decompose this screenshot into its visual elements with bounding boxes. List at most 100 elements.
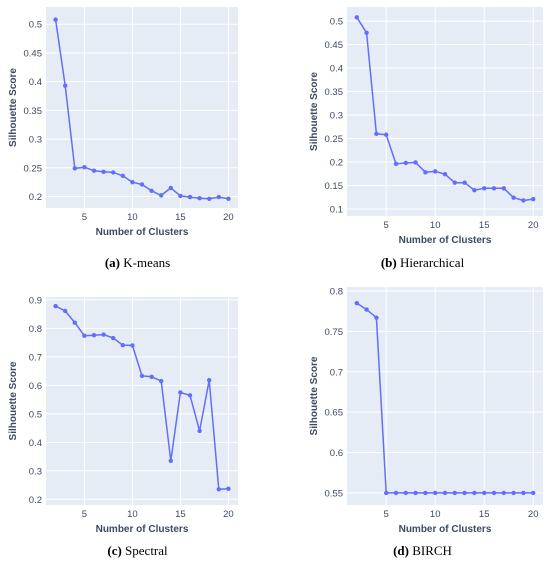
- y-tick-label-c: 0.3: [29, 466, 42, 477]
- y-axis-title-a: Silhouette Score: [8, 68, 19, 147]
- caption-d-text: BIRCH: [412, 543, 452, 558]
- y-tick-label-c: 0.5: [29, 409, 42, 420]
- x-tick-label-a: 15: [175, 212, 186, 223]
- data-point-a: [62, 83, 68, 88]
- caption-d-label: (d): [393, 543, 409, 558]
- y-axis-title-d: Silhouette Score: [309, 356, 320, 435]
- data-point-b: [462, 180, 467, 185]
- data-point-a: [111, 170, 116, 175]
- data-point-b: [531, 196, 536, 202]
- y-tick-label-d: 0.7: [330, 367, 343, 378]
- data-point-c: [178, 390, 183, 395]
- caption-b-label: (b): [380, 255, 397, 270]
- y-tick-label-d: 0.75: [325, 327, 344, 338]
- y-tick-label-b: 0.3: [330, 111, 343, 122]
- data-point-b: [354, 15, 359, 20]
- x-axis-title-d: Number of Clusters: [399, 524, 492, 535]
- y-tick-label-b: 0.25: [325, 134, 344, 145]
- x-tick-label-d: 20: [528, 509, 539, 520]
- x-tick-label-c: 15: [175, 509, 186, 520]
- data-point-d: [482, 490, 487, 496]
- plot-area-d: [347, 287, 543, 505]
- data-point-a: [187, 194, 193, 200]
- caption-c-label: (c): [107, 543, 122, 558]
- data-point-d: [501, 490, 506, 496]
- data-point-c: [111, 335, 116, 341]
- data-point-b: [423, 170, 428, 175]
- data-point-a: [197, 196, 202, 201]
- data-point-c: [82, 333, 87, 338]
- data-point-c: [72, 320, 78, 325]
- chart-d: 0.55 0.6 0.65 0.7 0.75 0.8 5 10 15 20 Number of Cl…: [309, 287, 543, 535]
- data-point-c: [53, 303, 58, 309]
- y-tick-label-b: 0.5: [330, 17, 343, 28]
- y-axis-title-c: Silhouette Score: [8, 361, 19, 440]
- data-point-c: [139, 373, 145, 379]
- data-point-a: [120, 173, 126, 179]
- caption-a-label: (a): [104, 255, 120, 270]
- data-point-b: [472, 187, 477, 193]
- data-point-a: [72, 166, 78, 171]
- data-point-a: [82, 165, 87, 170]
- data-point-b: [433, 169, 438, 174]
- x-tick-label-c: 5: [82, 509, 87, 520]
- data-point-c: [168, 458, 173, 464]
- y-tick-label-c: 0.7: [29, 352, 42, 363]
- caption-b: (b) Hierarchical: [295, 255, 550, 271]
- data-point-d: [403, 490, 408, 496]
- x-tick-label-d: 15: [479, 509, 490, 520]
- data-point-d: [531, 490, 536, 496]
- chart-a: 0.2 0.25 0.3 0.35 0.4 0.45 0.5 5 10 15 20 Number of…: [8, 7, 238, 238]
- data-point-b: [393, 161, 399, 167]
- y-tick-label-d: 0.6: [330, 448, 343, 459]
- data-point-d: [511, 490, 516, 496]
- data-point-d: [354, 300, 359, 306]
- data-point-d: [384, 490, 389, 496]
- data-point-b: [491, 186, 497, 191]
- x-tick-label-c: 20: [223, 509, 234, 520]
- data-point-c: [159, 378, 164, 384]
- y-tick-label-a: 0.3: [29, 135, 42, 146]
- data-point-a: [149, 188, 154, 193]
- x-tick-label-c: 10: [127, 509, 138, 520]
- y-tick-label-c: 0.9: [29, 295, 42, 306]
- y-tick-label-a: 0.45: [24, 48, 43, 59]
- data-point-d: [452, 490, 457, 496]
- data-point-c: [130, 343, 135, 348]
- data-point-d: [472, 490, 477, 496]
- data-point-c: [187, 393, 193, 398]
- y-tick-label-b: 0.15: [325, 181, 344, 192]
- data-point-d: [364, 307, 369, 312]
- data-point-c: [62, 308, 68, 314]
- y-tick-label-d: 0.8: [330, 287, 343, 298]
- data-point-d: [413, 490, 418, 496]
- caption-c-text: Spectral: [125, 543, 168, 558]
- data-point-c: [120, 342, 126, 348]
- data-point-c: [197, 428, 202, 434]
- data-point-d: [433, 490, 438, 496]
- data-point-b: [521, 198, 526, 203]
- y-tick-label-c: 0.6: [29, 381, 42, 392]
- x-tick-label-a: 10: [127, 212, 138, 223]
- x-axis-title-b: Number of Clusters: [399, 235, 492, 246]
- data-point-a: [226, 196, 231, 202]
- data-point-b: [403, 160, 408, 166]
- data-point-a: [101, 169, 106, 175]
- y-tick-label-b: 0.35: [325, 87, 344, 98]
- x-tick-label-a: 20: [223, 212, 234, 223]
- plot-area-a: [46, 7, 238, 208]
- y-tick-label-b: 0.2: [330, 157, 343, 168]
- y-tick-label-d: 0.55: [325, 488, 344, 499]
- data-point-c: [149, 374, 154, 379]
- data-point-a: [139, 182, 145, 187]
- data-point-a: [53, 17, 58, 22]
- y-tick-label-a: 0.5: [29, 20, 42, 31]
- x-tick-label-d: 10: [430, 509, 441, 520]
- caption-c: (c) Spectral: [0, 543, 275, 559]
- data-point-a: [130, 179, 135, 185]
- data-point-c: [91, 332, 97, 338]
- data-point-a: [159, 193, 164, 198]
- x-axis-title-c: Number of Clusters: [96, 524, 189, 535]
- y-tick-label-d: 0.65: [325, 408, 344, 419]
